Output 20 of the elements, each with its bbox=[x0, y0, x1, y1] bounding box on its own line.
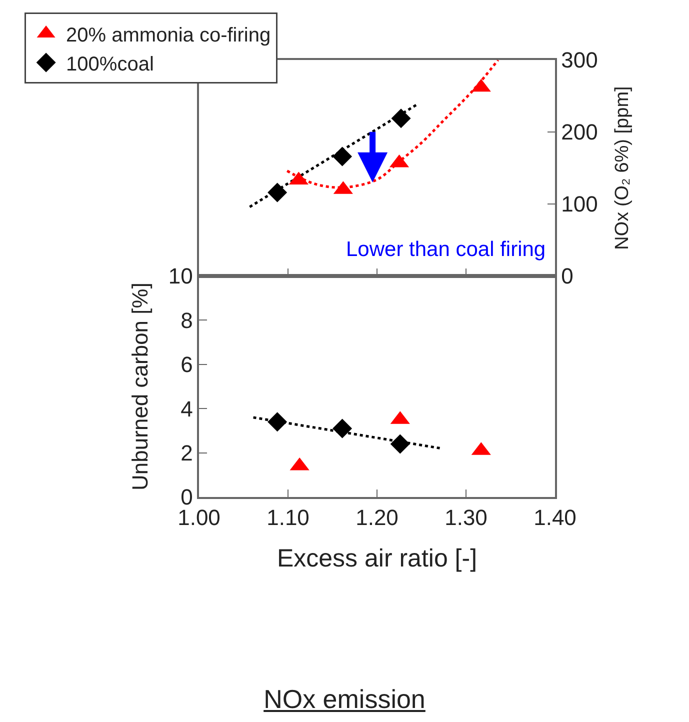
y-tick-label: 10 bbox=[168, 264, 193, 289]
x-tick-label: 1.20 bbox=[356, 505, 398, 530]
x-tick-label: 1.40 bbox=[534, 505, 576, 530]
x-axis-title: Excess air ratio [-] bbox=[276, 544, 478, 573]
y-tick-label: 6 bbox=[180, 352, 193, 378]
y-tick-label: 8 bbox=[180, 308, 193, 333]
x-tick-label: 1.30 bbox=[444, 505, 488, 530]
x-tick-label: 1.10 bbox=[266, 505, 310, 530]
y-axis-title: NOx (O₂ 6%) [ppm] bbox=[612, 86, 634, 250]
y-axis-title: Unburned carbon [%] bbox=[128, 282, 153, 490]
y-tick-label: 4 bbox=[180, 396, 193, 422]
y-tick-label: 0 bbox=[561, 264, 574, 289]
y-tick-label: 200 bbox=[561, 120, 598, 145]
annotation: Lower than coal firing bbox=[346, 238, 546, 261]
legend-label: 100%coal bbox=[66, 53, 154, 76]
y-tick-label: 100 bbox=[561, 192, 598, 217]
legend-label: 20% ammonia co-firing bbox=[66, 24, 271, 46]
text: NOx emission bbox=[262, 683, 426, 716]
y-tick-label: 300 bbox=[561, 48, 598, 73]
y-tick-label: 2 bbox=[180, 440, 193, 466]
